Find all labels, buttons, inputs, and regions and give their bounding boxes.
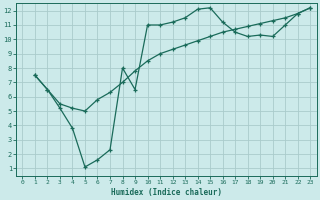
X-axis label: Humidex (Indice chaleur): Humidex (Indice chaleur) (111, 188, 222, 197)
